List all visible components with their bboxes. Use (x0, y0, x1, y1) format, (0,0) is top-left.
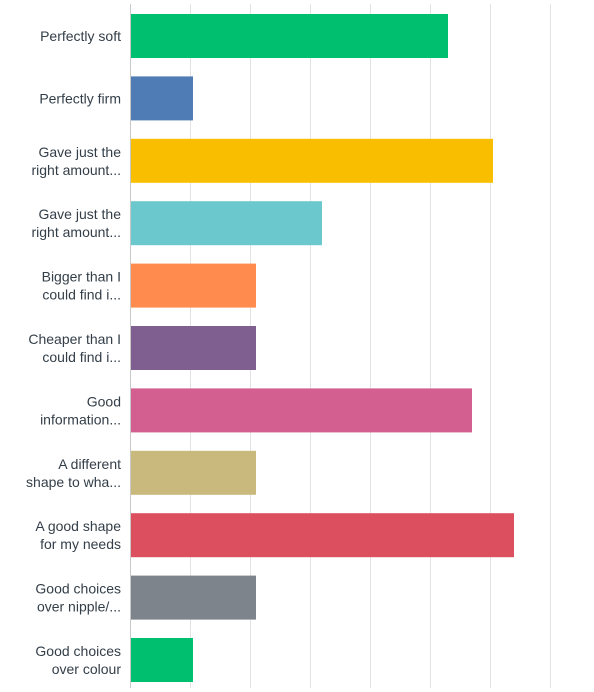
category-label-line: Bigger than I (42, 269, 121, 285)
category-label: A good shape for my needs (35, 518, 121, 552)
category-label: Good information... (40, 393, 121, 427)
bar[interactable] (131, 14, 448, 58)
category-label-line: Good choices (35, 643, 121, 659)
grid-lines (190, 4, 551, 688)
bar[interactable] (131, 638, 193, 682)
category-label-line: information... (40, 411, 121, 427)
category-label-line: A different (58, 456, 121, 472)
category-label: Good choices over nipple/... (35, 581, 121, 615)
bar[interactable] (131, 201, 322, 246)
category-label-line: over colour (52, 661, 122, 677)
category-label: Perfectly firm (39, 90, 121, 106)
category-label-line: A good shape (35, 518, 121, 534)
bar[interactable] (131, 388, 472, 433)
bar[interactable] (131, 138, 493, 183)
bar[interactable] (131, 326, 256, 370)
category-label: Cheaper than I could find i... (28, 331, 121, 365)
category-label-line: Good choices (35, 581, 121, 597)
bar[interactable] (131, 263, 256, 308)
bar[interactable] (131, 513, 514, 558)
bars (131, 14, 514, 682)
category-label-line: for my needs (40, 536, 121, 552)
category-label-line: Cheaper than I (28, 331, 121, 347)
category-label-line: could find i... (42, 287, 121, 303)
category-label: Good choices over colour (35, 643, 121, 677)
category-label-line: Perfectly firm (39, 90, 121, 106)
category-label: Perfectly soft (40, 28, 121, 44)
category-label: Gave just the right amount... (32, 206, 122, 240)
category-label-line: over nipple/... (37, 599, 121, 615)
category-label-line: Gave just the (39, 144, 122, 160)
category-label-line: right amount... (32, 162, 122, 178)
category-label-line: Gave just the (39, 206, 122, 222)
category-label-line: could find i... (42, 349, 121, 365)
bar[interactable] (131, 575, 256, 620)
category-label-line: shape to wha... (26, 474, 121, 490)
category-label-line: right amount... (32, 224, 122, 240)
category-label: A different shape to wha... (26, 456, 121, 490)
category-label-line: Good (87, 393, 121, 409)
category-label: Bigger than I could find i... (42, 269, 121, 303)
category-label-line: Perfectly soft (40, 28, 121, 44)
bar[interactable] (131, 450, 256, 495)
bar[interactable] (131, 76, 193, 121)
category-label: Gave just the right amount... (32, 144, 122, 178)
category-labels: Perfectly soft Perfectly firm Gave just th… (26, 28, 121, 677)
